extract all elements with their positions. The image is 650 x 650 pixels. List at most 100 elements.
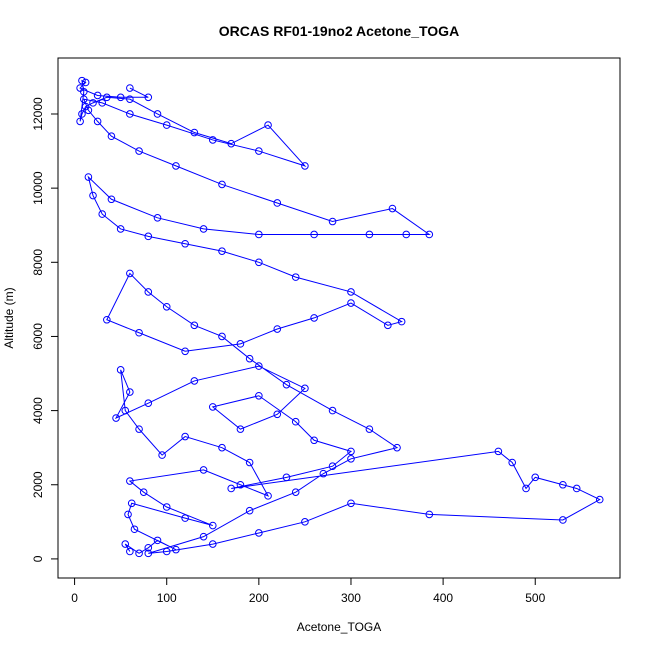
data-point [181, 514, 189, 522]
data-point [572, 484, 581, 493]
data-point [310, 314, 318, 322]
data-point [190, 128, 199, 137]
data-point [144, 543, 153, 552]
y-tick-label: 2000 [31, 471, 45, 498]
data-point [255, 230, 263, 239]
data-point [98, 210, 107, 218]
data-point [425, 510, 434, 519]
y-tick-label: 10000 [31, 171, 45, 205]
data-point [139, 488, 148, 496]
data-point [135, 425, 143, 433]
data-point [218, 332, 226, 341]
data-point [328, 462, 337, 471]
data-point [121, 540, 130, 548]
chart-title: ORCAS RF01-19no2 Acetone_TOGA [219, 23, 459, 39]
data-point [81, 102, 90, 111]
data-point [199, 466, 208, 474]
data-point [121, 406, 130, 415]
data-point [98, 99, 107, 107]
data-point [158, 451, 166, 459]
data-point [190, 321, 199, 330]
data-point [162, 121, 171, 129]
data-point [393, 443, 401, 452]
data-point [388, 204, 397, 213]
data-point [559, 480, 567, 489]
data-point [162, 503, 171, 511]
data-point [126, 95, 134, 103]
data-point [522, 484, 530, 493]
data-point [76, 117, 84, 126]
data-point [127, 499, 136, 508]
y-tick-label: 6000 [31, 323, 45, 350]
data-point [273, 199, 282, 207]
data-point [291, 488, 300, 496]
data-point [208, 521, 217, 530]
data-point [126, 477, 134, 485]
data-point [181, 239, 189, 248]
data-point [181, 347, 189, 356]
data-point [218, 247, 226, 255]
y-tick-label: 8000 [31, 249, 45, 276]
data-point [93, 117, 102, 126]
x-tick-label: 200 [249, 591, 269, 605]
data-point [245, 354, 254, 363]
y-tick-label: 0 [31, 555, 45, 562]
data-point [319, 469, 328, 478]
data-point [144, 232, 153, 241]
data-point [172, 545, 180, 554]
data-point [112, 414, 120, 422]
data-point [126, 269, 134, 278]
data-point [103, 93, 111, 102]
data-point [89, 191, 97, 200]
x-tick-label: 400 [433, 591, 453, 605]
data-point [172, 162, 180, 170]
data-point [162, 547, 171, 556]
data-point [531, 473, 540, 482]
data-point [218, 443, 226, 452]
data-point [310, 436, 318, 445]
data-point [264, 121, 272, 129]
data-point [236, 340, 245, 348]
data-point [199, 225, 208, 233]
data-point [301, 162, 309, 170]
data-point [236, 480, 245, 489]
data-point [144, 549, 153, 558]
data-point [236, 425, 245, 433]
data-point [103, 315, 111, 324]
data-point [425, 230, 434, 239]
data-point [291, 417, 300, 426]
data-point [365, 230, 374, 239]
data-point [93, 91, 102, 100]
data-point [208, 540, 217, 548]
data-line [79, 79, 601, 554]
y-tick-label: 4000 [31, 397, 45, 424]
data-point [255, 391, 263, 400]
data-point [595, 495, 604, 504]
data-point [144, 288, 153, 296]
data-point [116, 366, 125, 374]
data-point [347, 447, 355, 456]
data-point [116, 93, 125, 102]
data-point [245, 506, 254, 515]
data-point [397, 317, 406, 326]
data-point [402, 230, 411, 239]
data-point [301, 518, 309, 526]
data-point [144, 93, 153, 102]
data-point [328, 406, 337, 415]
x-axis-label: Acetone_TOGA [297, 620, 382, 634]
data-point [153, 214, 162, 222]
data-point [208, 136, 217, 144]
data-point [81, 78, 90, 87]
data-point [126, 388, 134, 396]
data-point [107, 132, 116, 141]
data-point [347, 454, 355, 463]
data-point [181, 432, 189, 441]
data-point [79, 95, 88, 103]
data-point [199, 532, 208, 541]
data-point [273, 325, 282, 333]
x-tick-label: 0 [71, 591, 78, 605]
data-point [365, 425, 374, 433]
